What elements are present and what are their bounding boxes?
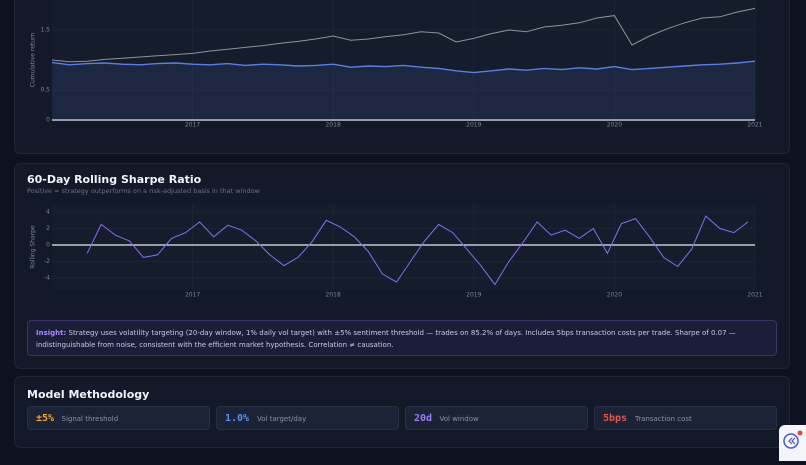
method-card: ±5% Signal threshold [27, 406, 210, 430]
insight-text: Strategy uses volatility targeting (20-d… [36, 329, 736, 349]
method-card: 5bps Transaction cost [594, 406, 777, 430]
method-card: 1.0% Vol target/day [216, 406, 399, 430]
assistant-icon [783, 430, 803, 449]
insight-box: Insight: Strategy uses volatility target… [27, 320, 777, 356]
chart-title: 60-Day Rolling Sharpe Ratio [27, 173, 202, 186]
method-card: 20d Vol window [405, 406, 588, 430]
card-label: Vol target/day [257, 415, 307, 423]
section-title: Model Methodology [27, 388, 150, 401]
assistant-button[interactable] [779, 425, 806, 461]
card-label: Vol window [439, 415, 479, 423]
card-label: Transaction cost [635, 415, 692, 423]
card-value: 20d [414, 413, 433, 424]
insight-label: Insight: [36, 329, 67, 337]
card-value: 5bps [603, 413, 628, 424]
card-label: Signal threshold [61, 415, 119, 423]
chart-subtitle: Positive = strategy outperforms on a ris… [27, 187, 260, 195]
card-value: 1.0% [225, 413, 250, 424]
card-value: ±5% [36, 413, 55, 424]
returns-panel [14, 0, 790, 154]
